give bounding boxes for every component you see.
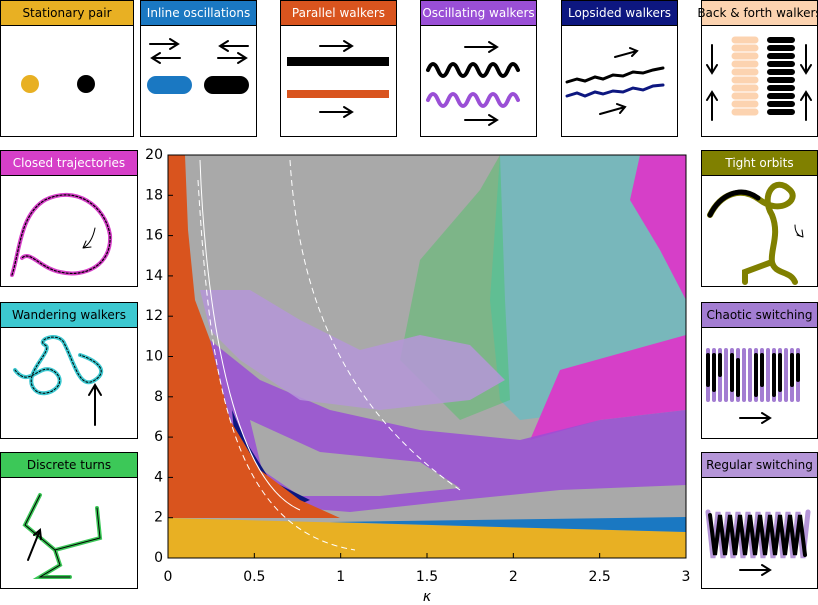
- icon: [464, 41, 499, 126]
- panel-title: Regular switching: [706, 458, 813, 472]
- panel-title: Closed trajectories: [13, 156, 125, 170]
- y-tick-label: 20: [145, 147, 163, 163]
- y-tick-label: 12: [145, 308, 163, 324]
- icon: [27, 528, 42, 561]
- x-axis-label: κ: [423, 589, 432, 605]
- x-tick-label: 2.5: [589, 569, 611, 585]
- panel-header: [0, 302, 138, 328]
- icon: [287, 90, 389, 98]
- panel-title: Stationary pair: [22, 6, 111, 20]
- y-tick-label: 4: [154, 469, 163, 485]
- panel-header: [0, 150, 138, 176]
- dashed-curve: [289, 159, 461, 491]
- y-tick-label: 16: [145, 228, 163, 244]
- icon: [767, 37, 795, 115]
- boundary-curve: [199, 159, 301, 511]
- panel-title: Tight orbits: [724, 156, 793, 170]
- y-tick-label: 18: [145, 187, 163, 203]
- panel-title: Inline oscillations: [147, 6, 250, 20]
- icon: [14, 336, 102, 394]
- icon: [88, 383, 102, 426]
- icon: [739, 412, 772, 576]
- panel-title: Chaotic switching: [707, 308, 813, 322]
- icon: [708, 513, 807, 557]
- panel-header: [701, 302, 818, 328]
- icon: [731, 36, 759, 116]
- icon: [319, 40, 354, 118]
- y-tick-label: 0: [154, 550, 163, 566]
- icon: [706, 44, 812, 121]
- x-tick-label: 1.5: [416, 569, 438, 585]
- icon: [565, 83, 665, 98]
- icon: [565, 66, 665, 84]
- y-tick-label: 10: [145, 349, 163, 365]
- icon: [426, 92, 520, 108]
- icon: [24, 494, 101, 578]
- icon: [794, 224, 804, 238]
- y-tick-label: 14: [145, 268, 163, 284]
- region: [630, 155, 686, 300]
- panel-title: Wandering walkers: [12, 308, 126, 322]
- region: [330, 517, 686, 532]
- dashed-curve: [197, 179, 356, 551]
- region: [168, 155, 340, 518]
- x-tick-label: 3: [682, 569, 691, 585]
- panel-header: [420, 0, 537, 26]
- y-tick-label: 2: [154, 510, 163, 526]
- panel-header: [701, 150, 818, 176]
- panel-header: [0, 452, 138, 478]
- x-tick-label: 0.5: [243, 569, 265, 585]
- panel-header: [561, 0, 678, 26]
- x-tick-label: 0: [164, 569, 173, 585]
- icon: [21, 75, 39, 93]
- region: [200, 290, 505, 410]
- x-tick-label: 2: [509, 569, 518, 585]
- gray-band: [250, 420, 460, 496]
- icons: [10, 36, 812, 579]
- icon: [149, 38, 249, 64]
- panel-title: Lopsided walkers: [568, 6, 671, 20]
- icon: [426, 62, 520, 78]
- panel-header: [280, 0, 397, 26]
- icon: [82, 227, 96, 249]
- icon: [147, 76, 192, 94]
- icon: [706, 353, 800, 397]
- panel-title: Discrete turns: [27, 458, 111, 472]
- icon: [77, 75, 95, 93]
- icon: [204, 76, 249, 94]
- phase-map: [168, 155, 686, 558]
- x-tick-label: 1: [336, 569, 345, 585]
- panel-header: [140, 0, 257, 26]
- y-tick-label: 8: [154, 389, 163, 405]
- region: [168, 518, 686, 558]
- icon: [599, 47, 639, 115]
- panel-title: Oscillating walkers: [422, 6, 534, 20]
- y-tick-label: 6: [154, 429, 163, 445]
- panel-header: [701, 0, 818, 26]
- panel-header: [0, 0, 134, 26]
- icon: [707, 189, 761, 218]
- region: [530, 335, 686, 440]
- icon: [287, 57, 389, 66]
- panel-title: Back & forth walkers: [697, 6, 818, 20]
- icon: [11, 194, 111, 276]
- panel-title: Parallel walkers: [292, 6, 385, 20]
